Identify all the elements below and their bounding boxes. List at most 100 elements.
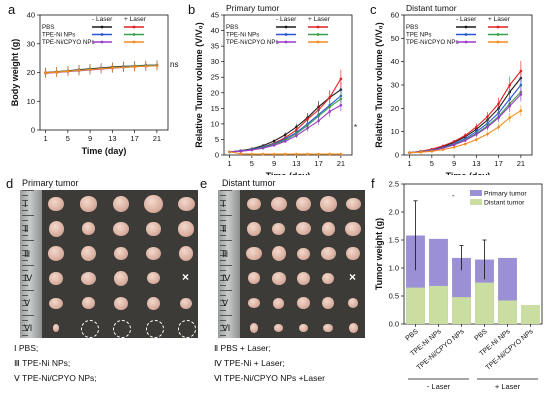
photo-legend-item: Ⅵ TPE-Ni/CPYO NPs +Laser (214, 373, 325, 383)
plot-frame (403, 183, 543, 325)
panel-letter-b: b (188, 2, 196, 17)
tumor-sample (296, 222, 311, 236)
panel-letter-f: f (371, 176, 375, 191)
tumor-sample (345, 197, 361, 211)
data-point (486, 125, 489, 129)
ruler-tick (22, 270, 28, 271)
row-label: Ⅴ (222, 298, 229, 309)
ruler-tick (22, 215, 34, 216)
tumor-sample (274, 324, 284, 332)
data-point (122, 66, 125, 69)
legend-marker (496, 33, 500, 36)
x-tick-label: 9 (88, 134, 92, 143)
row-label: Ⅰ (222, 199, 225, 209)
series-5 (228, 150, 343, 156)
ruler-tick (220, 260, 226, 261)
empty-tumor-circle (145, 320, 164, 338)
x-tick-label: 21 (337, 159, 345, 168)
tumor-sample (177, 221, 195, 237)
row-label: Ⅱ (222, 223, 227, 234)
ruler-tick (22, 255, 28, 256)
data-point (328, 152, 332, 156)
ruler-tick (220, 245, 226, 246)
y-tick-label: 0 (215, 151, 219, 160)
legend-marker (100, 33, 104, 36)
legend-label: TPE-Ni NPs (42, 32, 75, 39)
legend-marker (464, 33, 468, 36)
tumor-sample (345, 221, 361, 236)
legend-header-plus: + Laser (308, 16, 331, 23)
x-axis-label: Time (day) (82, 146, 127, 156)
data-point (306, 152, 309, 156)
legend-label: TPE-Ni/CPYO NPs (406, 39, 459, 46)
legend-header-plus: + Laser (124, 16, 147, 23)
series-2 (408, 76, 523, 154)
data-point (497, 125, 500, 129)
ruler (218, 190, 240, 338)
x-tick-label: 13 (472, 159, 480, 168)
missing-tumor-mark: × (182, 270, 190, 285)
y-tick-label: 40 (391, 57, 399, 66)
photo-legend-item: Ⅴ TPE-Ni/CPYO NPs; (14, 373, 97, 383)
ruler-tick (22, 195, 28, 196)
data-point (133, 65, 136, 69)
y-axis-label: Body weight (g) (10, 39, 20, 107)
data-point (317, 114, 320, 118)
y-tick-label: 0 (395, 151, 399, 160)
tumor-sample (47, 246, 65, 261)
legend-swatch (470, 199, 482, 205)
x-axis-label: Time (day) (446, 171, 491, 175)
data-point (519, 69, 523, 73)
x-tick-label: 17 (314, 159, 322, 168)
photo-legend-item: Ⅳ TPE-Ni + Laser; (214, 358, 285, 368)
series-line (409, 110, 522, 154)
tumor-sample (114, 247, 128, 260)
y-tick-label: 30 (211, 57, 219, 66)
y-tick-label: 45 (211, 11, 219, 20)
y-tick-label: 0 (31, 126, 35, 135)
data-point (452, 143, 456, 147)
data-point (88, 68, 92, 71)
row-label: Ⅰ (24, 199, 27, 209)
x-tick-label: 5 (250, 159, 254, 168)
chart-title: Primary tumor (226, 3, 280, 13)
data-point (283, 140, 287, 143)
row-label: Ⅴ (24, 298, 31, 309)
legend-marker (132, 33, 136, 36)
data-point (111, 66, 114, 70)
x-tick-label: 5 (430, 159, 434, 168)
data-point (55, 70, 58, 74)
data-point (295, 134, 298, 138)
ruler-tick (220, 235, 226, 236)
tumor-sample (296, 297, 311, 309)
data-point (508, 104, 512, 108)
ruler-tick (220, 255, 226, 256)
legend-marker (316, 40, 320, 44)
legend-marker (132, 25, 136, 29)
tumor-sample (113, 296, 129, 310)
bar-distant (498, 300, 517, 324)
ruler-tick (220, 270, 226, 271)
ruler-tick (22, 320, 28, 321)
data-point (272, 152, 276, 156)
tumor-sample (322, 297, 335, 310)
ruler-tick (220, 310, 226, 311)
tumor-sample (113, 221, 129, 236)
data-point (272, 139, 276, 143)
photo-legend-item: Ⅰ PBS; (14, 343, 39, 353)
y-tick-label: 35 (211, 42, 219, 51)
ruler-tick (22, 245, 28, 246)
legend-label: TPE NPs (406, 32, 431, 39)
data-point (339, 77, 343, 81)
tumor-sample (323, 323, 334, 333)
data-point (295, 152, 298, 156)
chart-distant-tumor-volume: 1 5 9 13 17 21 0 10 20 30 40 50 60 Time (day) Relative… (374, 3, 533, 175)
x-tick-label: 9 (452, 159, 456, 168)
ruler-tick (22, 300, 28, 301)
data-point (497, 116, 500, 119)
data-point (430, 149, 434, 153)
chart-body-weight: 1 5 9 13 17 21 0 10 20 30 40 Time (day) Body weight … (10, 11, 178, 157)
ruler-tick (22, 210, 28, 211)
tumor-sample (146, 221, 161, 237)
data-point (419, 150, 422, 154)
